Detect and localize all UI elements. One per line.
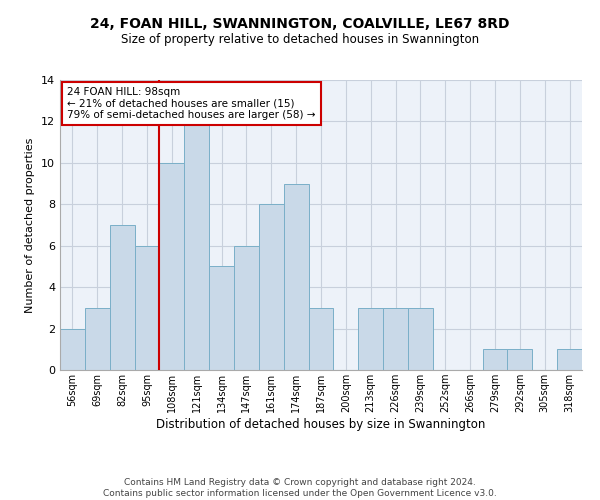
Bar <box>482 350 508 370</box>
Bar <box>508 350 532 370</box>
Bar <box>60 328 85 370</box>
Text: 24 FOAN HILL: 98sqm
← 21% of detached houses are smaller (15)
79% of semi-detach: 24 FOAN HILL: 98sqm ← 21% of detached ho… <box>67 87 316 120</box>
X-axis label: Distribution of detached houses by size in Swannington: Distribution of detached houses by size … <box>157 418 485 431</box>
Bar <box>85 308 110 370</box>
Bar <box>408 308 433 370</box>
Bar <box>358 308 383 370</box>
Bar <box>184 122 209 370</box>
Bar <box>160 163 184 370</box>
Bar <box>308 308 334 370</box>
Bar <box>557 350 582 370</box>
Bar <box>209 266 234 370</box>
Y-axis label: Number of detached properties: Number of detached properties <box>25 138 35 312</box>
Text: 24, FOAN HILL, SWANNINGTON, COALVILLE, LE67 8RD: 24, FOAN HILL, SWANNINGTON, COALVILLE, L… <box>90 18 510 32</box>
Text: Contains HM Land Registry data © Crown copyright and database right 2024.
Contai: Contains HM Land Registry data © Crown c… <box>103 478 497 498</box>
Bar <box>383 308 408 370</box>
Bar <box>110 225 134 370</box>
Bar <box>259 204 284 370</box>
Bar <box>284 184 308 370</box>
Bar <box>234 246 259 370</box>
Bar <box>134 246 160 370</box>
Text: Size of property relative to detached houses in Swannington: Size of property relative to detached ho… <box>121 32 479 46</box>
